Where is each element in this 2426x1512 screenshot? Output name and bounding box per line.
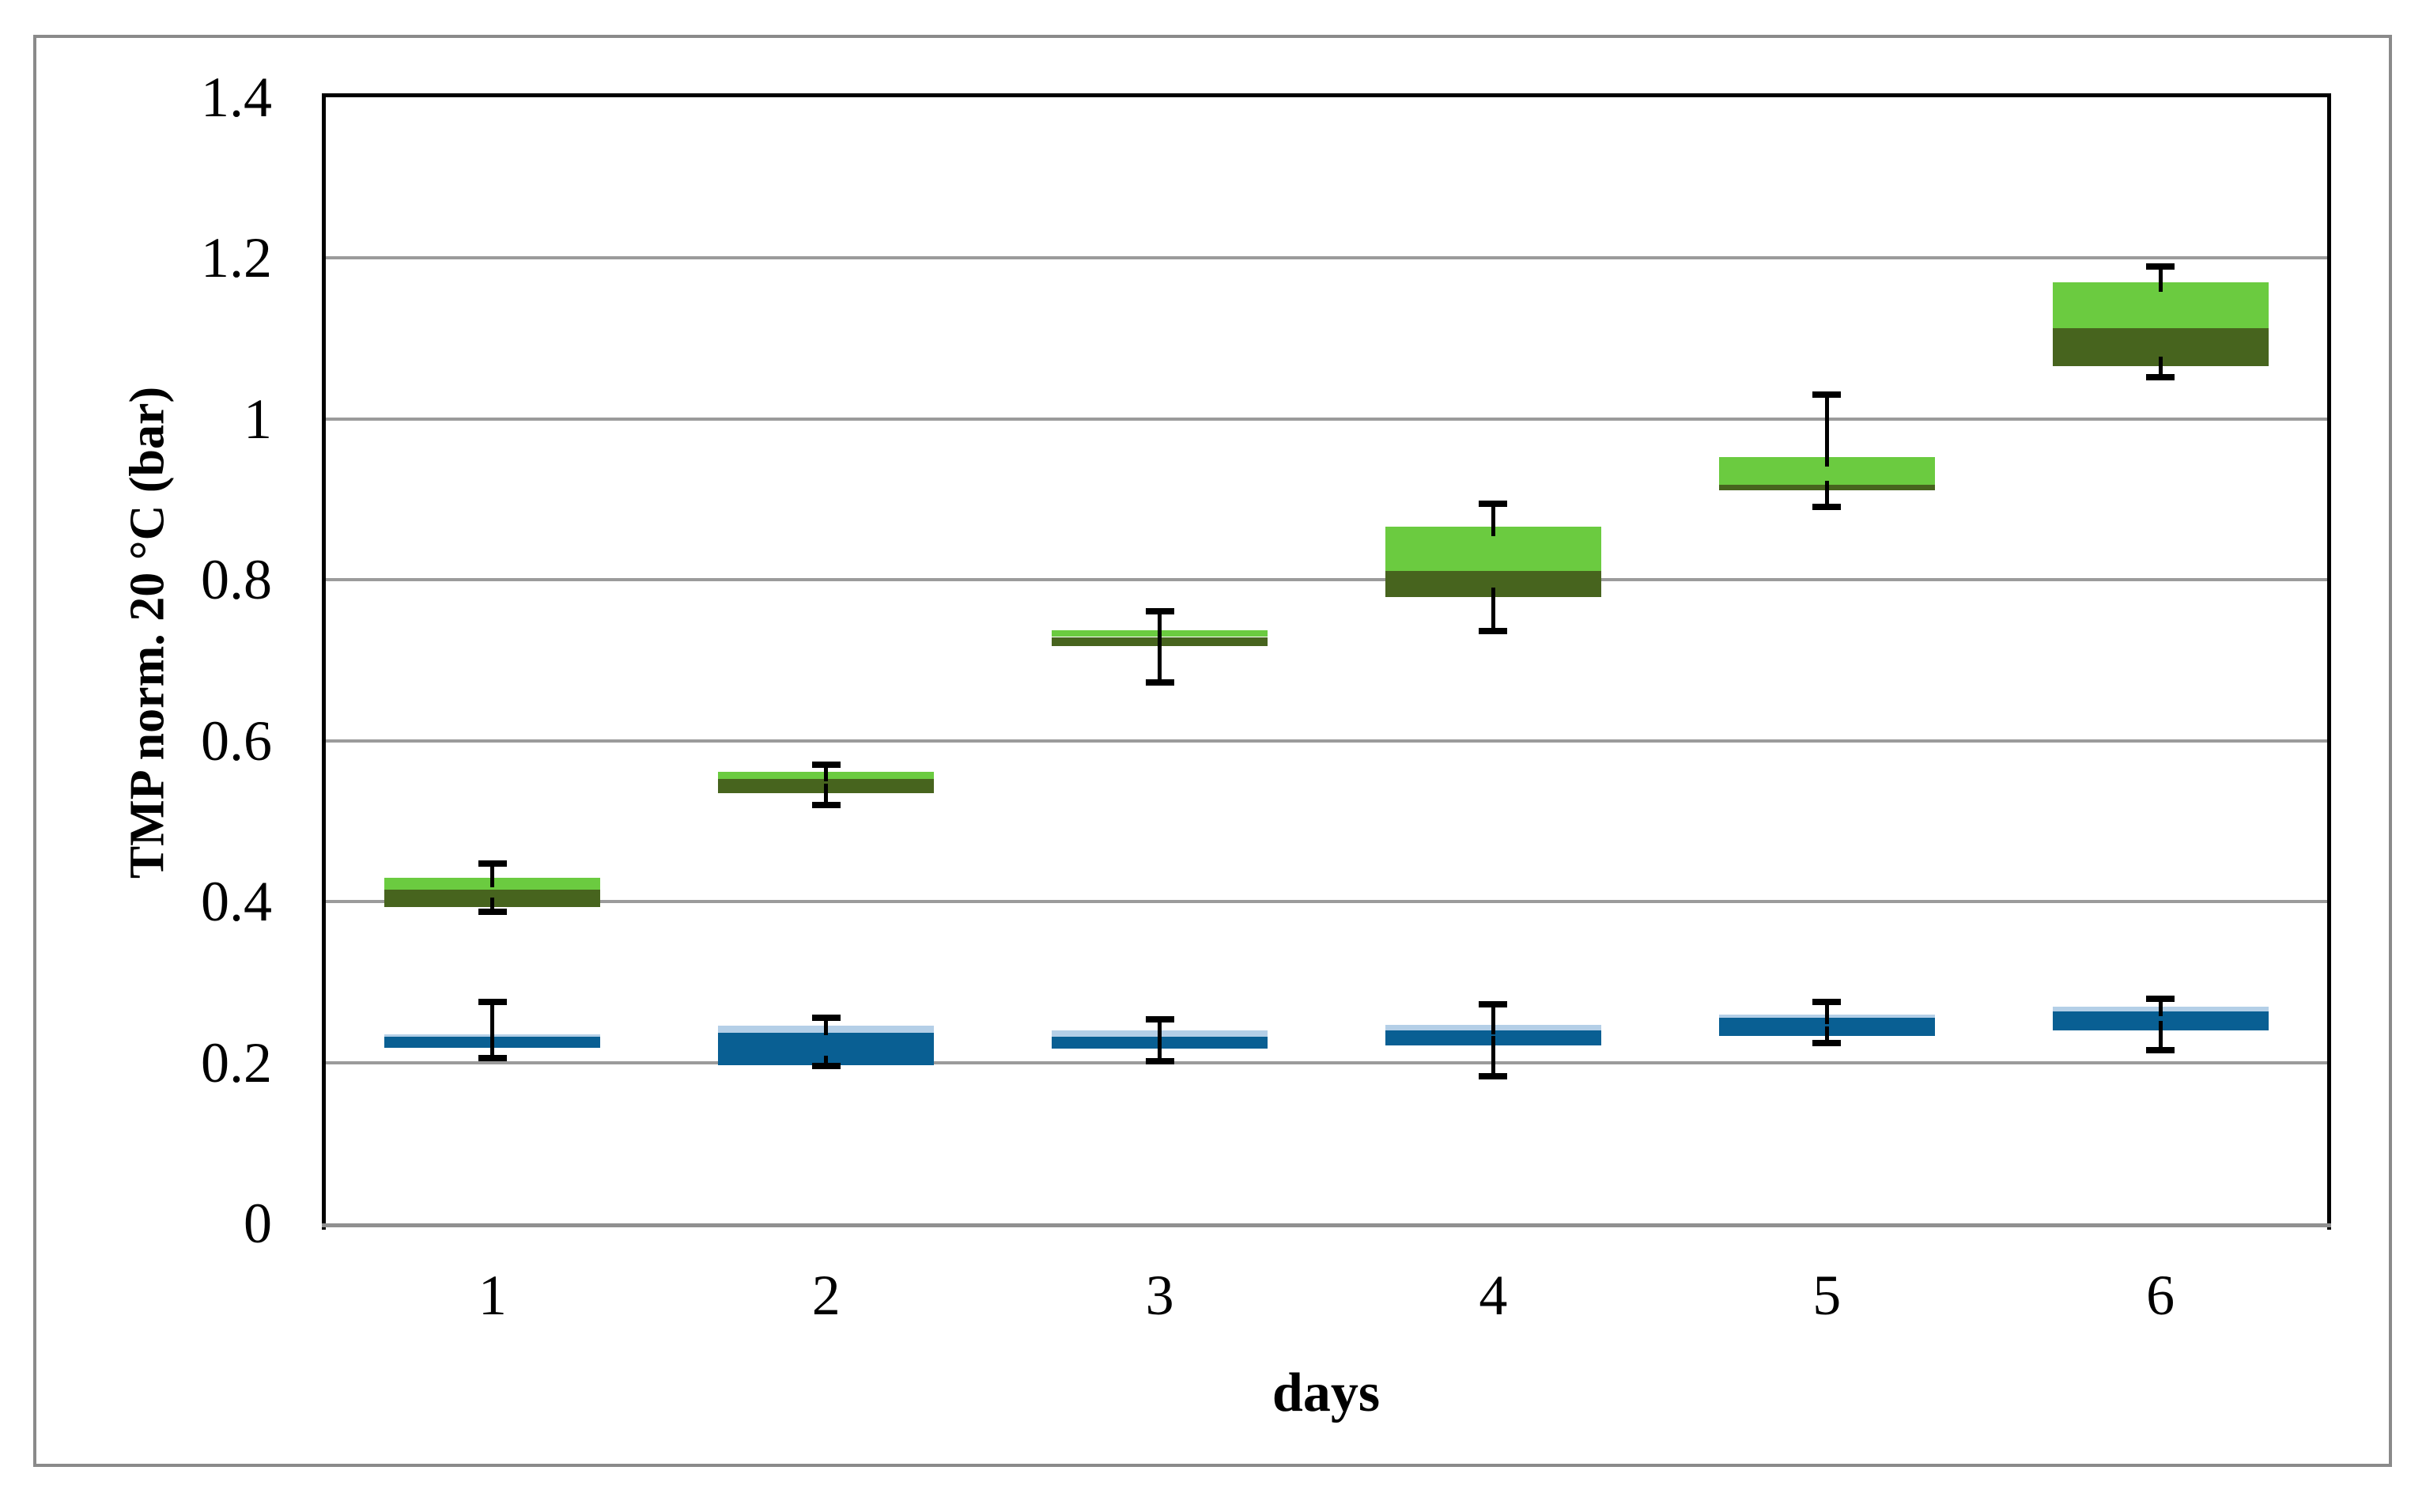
blue-whisker-top-day2 — [824, 1017, 829, 1035]
green-whisker-top-day2 — [824, 765, 829, 782]
green-whisker-bottom-day3 — [1158, 636, 1162, 683]
green-whisker-cap-high-day3 — [1145, 607, 1174, 614]
figure-outer-border — [33, 35, 2392, 1467]
blue-whisker-top-day1 — [490, 1002, 495, 1044]
blue-whisker-cap-high-day3 — [1145, 1015, 1174, 1022]
green-whisker-top-day6 — [2158, 266, 2163, 292]
gridline-1 — [326, 417, 2327, 421]
gridline-1.2 — [326, 256, 2327, 260]
x-tick-label-2: 2 — [811, 1264, 841, 1327]
green-whisker-cap-low-day5 — [1812, 503, 1842, 510]
blue-whisker-top-day3 — [1158, 1019, 1162, 1040]
y-tick-label-0.6: 0.6 — [201, 709, 272, 773]
green-whisker-top-day3 — [1158, 610, 1162, 641]
green-whisker-cap-low-day4 — [1479, 628, 1508, 635]
y-tick-label-0.2: 0.2 — [201, 1030, 272, 1094]
plot-frame-right — [2327, 93, 2331, 1230]
blue-whisker-cap-low-day3 — [1145, 1057, 1174, 1064]
green-whisker-top-day5 — [1824, 395, 1829, 467]
blue-whisker-bottom-day4 — [1491, 1036, 1495, 1076]
y-tick-label-0: 0 — [244, 1192, 272, 1255]
blue-whisker-cap-high-day4 — [1479, 1001, 1508, 1008]
y-tick-label-1.4: 1.4 — [201, 66, 272, 129]
y-tick-label-1: 1 — [244, 387, 272, 451]
blue-whisker-cap-low-day6 — [2146, 1047, 2175, 1054]
blue-whisker-bottom-day1 — [490, 1038, 495, 1059]
gridline-0.8 — [326, 578, 2327, 582]
plot-frame-left — [322, 93, 326, 1230]
gridline-0.2 — [326, 1060, 2327, 1064]
blue-whisker-cap-low-day2 — [811, 1062, 841, 1069]
green-whisker-bottom-day2 — [824, 783, 829, 806]
blue-whisker-bottom-day6 — [2158, 1020, 2163, 1051]
blue-whisker-top-day5 — [1824, 1002, 1829, 1024]
blue-whisker-cap-low-day1 — [478, 1055, 507, 1062]
y-tick-label-1.2: 1.2 — [201, 226, 272, 290]
x-axis-title: days — [1272, 1363, 1381, 1423]
x-tick-label-6: 6 — [2146, 1264, 2175, 1327]
y-tick-label-0.8: 0.8 — [201, 548, 272, 612]
blue-whisker-bottom-day5 — [1824, 1026, 1829, 1044]
blue-whisker-top-day6 — [2158, 999, 2163, 1017]
x-axis-line — [322, 1223, 2331, 1227]
blue-whisker-bottom-day2 — [824, 1055, 829, 1066]
x-tick-label-3: 3 — [1145, 1264, 1174, 1327]
green-whisker-cap-high-day1 — [478, 860, 507, 868]
gridline-0.4 — [326, 900, 2327, 904]
green-whisker-cap-high-day2 — [811, 762, 841, 769]
green-whisker-bottom-day6 — [2158, 356, 2163, 377]
y-axis-title: TMP norm. 20 °C (bar) — [120, 386, 175, 879]
y-tick-label-0.4: 0.4 — [201, 870, 272, 934]
gridline-0.6 — [326, 739, 2327, 743]
green-whisker-bottom-day4 — [1491, 587, 1495, 632]
blue-whisker-cap-low-day5 — [1812, 1040, 1842, 1047]
blue-whisker-cap-low-day4 — [1479, 1072, 1508, 1079]
blue-whisker-cap-high-day6 — [2146, 996, 2175, 1003]
green-whisker-cap-high-day4 — [1479, 500, 1508, 507]
x-tick-label-1: 1 — [478, 1264, 507, 1327]
green-whisker-cap-low-day1 — [478, 909, 507, 916]
green-whisker-cap-low-day3 — [1145, 679, 1174, 686]
green-whisker-bottom-day1 — [490, 898, 495, 913]
green-whisker-cap-low-day2 — [811, 802, 841, 809]
green-whisker-cap-high-day6 — [2146, 263, 2175, 270]
blue-whisker-cap-high-day5 — [1812, 999, 1842, 1006]
x-tick-label-5: 5 — [1812, 1264, 1842, 1327]
green-whisker-cap-low-day6 — [2146, 373, 2175, 380]
green-whisker-top-day1 — [490, 864, 495, 887]
blue-whisker-top-day4 — [1491, 1004, 1495, 1034]
green-whisker-cap-high-day5 — [1812, 391, 1842, 399]
blue-whisker-bottom-day3 — [1158, 1039, 1162, 1061]
x-tick-label-4: 4 — [1479, 1264, 1508, 1327]
plot-frame-top — [322, 93, 2331, 97]
green-whisker-top-day4 — [1491, 503, 1495, 537]
green-whisker-bottom-day5 — [1824, 481, 1829, 507]
blue-whisker-cap-high-day2 — [811, 1014, 841, 1021]
blue-whisker-cap-high-day1 — [478, 999, 507, 1006]
